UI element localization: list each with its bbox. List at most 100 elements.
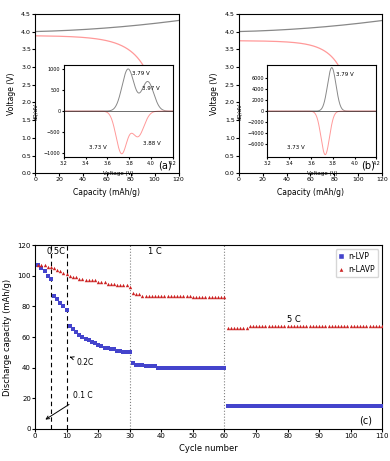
Point <box>243 402 250 409</box>
Point <box>237 402 243 409</box>
Point <box>76 332 82 339</box>
Point <box>291 402 297 409</box>
Point <box>341 323 347 330</box>
Point <box>86 337 92 344</box>
Point <box>357 402 363 409</box>
Point <box>133 290 139 298</box>
Point <box>121 281 127 289</box>
Point <box>158 292 165 300</box>
Point <box>234 324 240 331</box>
Point <box>57 268 64 275</box>
Point <box>243 324 250 331</box>
Point <box>101 344 108 351</box>
Point <box>174 292 180 300</box>
Point <box>300 323 307 330</box>
Point <box>193 294 199 301</box>
Point <box>73 274 79 281</box>
Point <box>130 359 136 366</box>
Point <box>351 402 357 409</box>
Point <box>98 343 105 350</box>
Point <box>284 402 291 409</box>
Point <box>76 275 82 283</box>
Point <box>98 278 105 286</box>
Point <box>196 364 202 371</box>
Text: 0.2C: 0.2C <box>71 357 93 366</box>
Point <box>354 323 360 330</box>
Point <box>335 323 341 330</box>
Point <box>360 323 366 330</box>
Point <box>183 292 190 300</box>
Point <box>272 402 278 409</box>
Point <box>370 402 376 409</box>
Point <box>215 364 221 371</box>
Point <box>250 323 256 330</box>
Point <box>297 402 303 409</box>
Point <box>108 280 114 287</box>
Point <box>310 402 316 409</box>
Point <box>319 323 325 330</box>
Point <box>186 364 193 371</box>
Point <box>44 263 51 271</box>
Point <box>259 402 266 409</box>
Point <box>325 323 332 330</box>
Point <box>354 402 360 409</box>
Point <box>177 292 183 300</box>
Point <box>127 349 133 356</box>
Point <box>38 261 44 269</box>
Point <box>51 292 57 300</box>
Point <box>262 402 269 409</box>
Point <box>347 402 354 409</box>
Point <box>180 364 186 371</box>
Point <box>240 402 246 409</box>
Point <box>95 341 101 349</box>
Point <box>363 323 370 330</box>
Point <box>57 300 64 307</box>
Point <box>367 323 373 330</box>
Point <box>347 323 354 330</box>
Point <box>177 364 183 371</box>
Point <box>221 294 227 301</box>
Point <box>199 294 206 301</box>
Point <box>275 402 281 409</box>
Point <box>287 323 294 330</box>
Point <box>79 275 85 283</box>
Point <box>155 292 161 300</box>
Point <box>142 362 149 370</box>
Point <box>307 323 313 330</box>
Point <box>319 402 325 409</box>
Point <box>373 323 379 330</box>
Point <box>332 323 338 330</box>
Point <box>373 402 379 409</box>
Point <box>266 323 272 330</box>
Point <box>344 323 351 330</box>
Point <box>300 402 307 409</box>
Point <box>370 323 376 330</box>
Text: (a): (a) <box>158 160 171 171</box>
Point <box>155 364 161 371</box>
Point <box>186 292 193 300</box>
Point <box>310 323 316 330</box>
Point <box>303 402 310 409</box>
Point <box>139 361 145 368</box>
Text: 1 C: 1 C <box>148 248 162 256</box>
Text: (c): (c) <box>359 415 372 425</box>
Point <box>322 402 328 409</box>
Point <box>38 265 44 272</box>
Point <box>121 349 127 356</box>
Point <box>168 364 174 371</box>
Point <box>35 261 41 269</box>
Point <box>92 339 98 347</box>
Point <box>67 272 73 279</box>
Point <box>51 265 57 272</box>
Point <box>158 364 165 371</box>
Point <box>64 306 70 313</box>
Point <box>212 364 218 371</box>
Point <box>70 274 76 281</box>
Point <box>171 364 177 371</box>
Point <box>360 402 366 409</box>
Point <box>228 402 234 409</box>
Point <box>332 402 338 409</box>
Point <box>218 364 224 371</box>
Point <box>105 344 111 351</box>
Point <box>234 402 240 409</box>
